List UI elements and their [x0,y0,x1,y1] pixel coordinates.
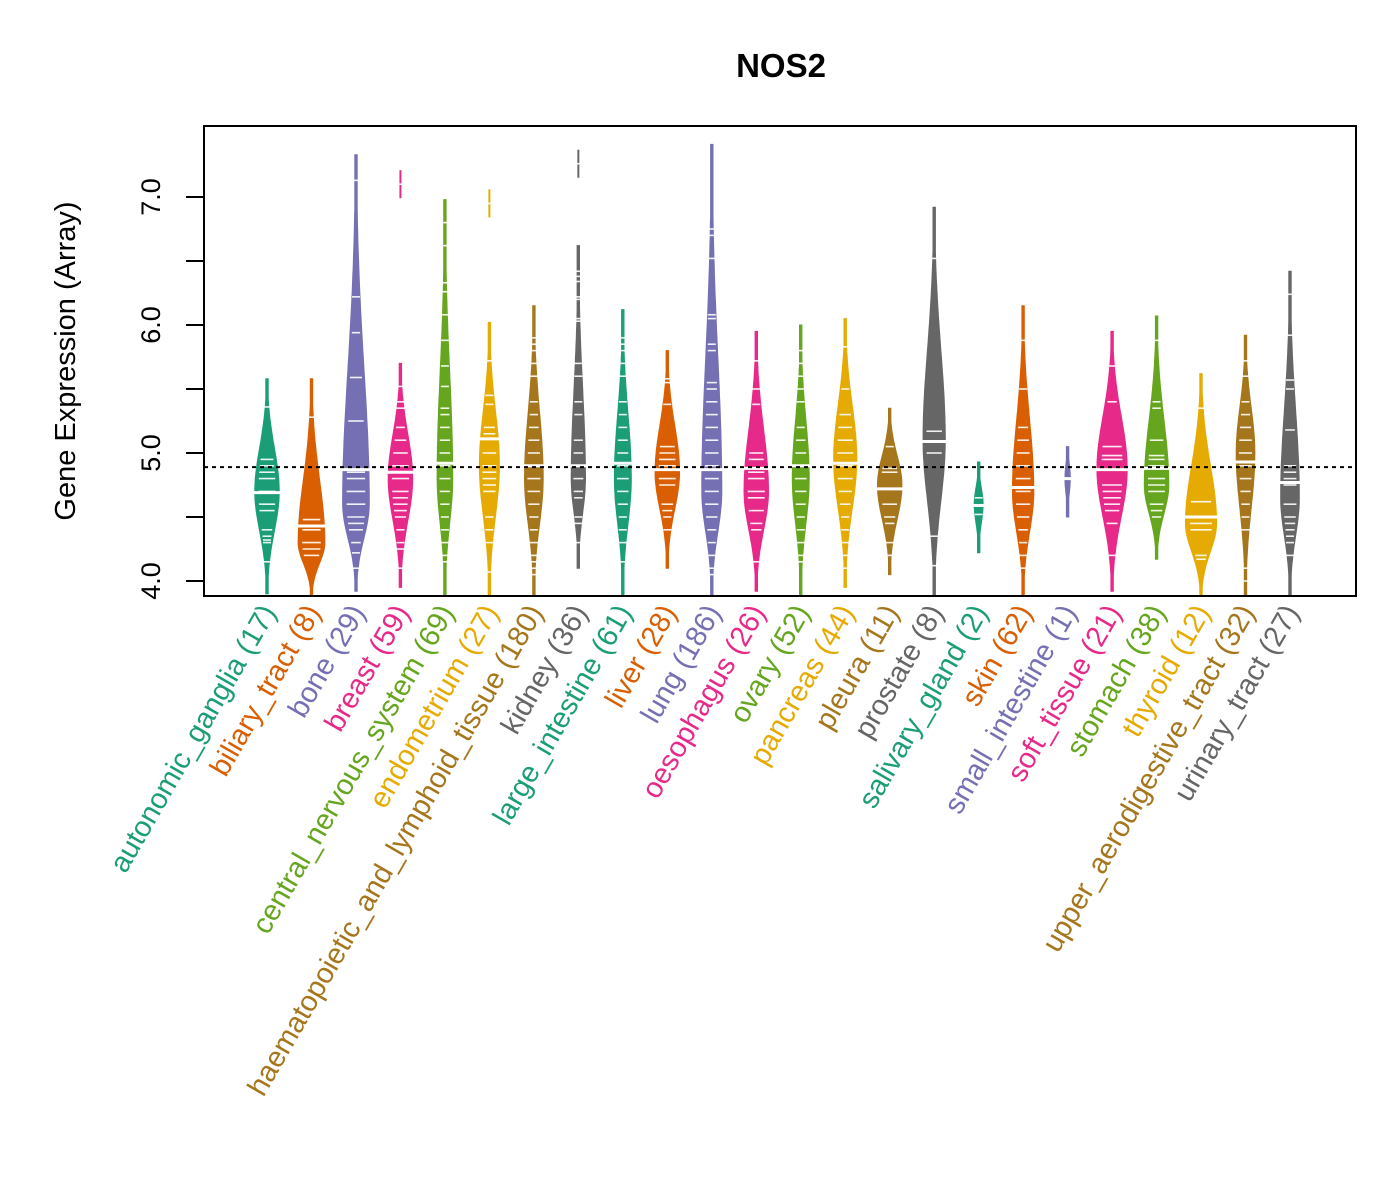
y-axis-label: Gene Expression (Array) [50,201,82,520]
violin-prostate [921,206,948,596]
violin-salivary-gland [972,461,986,554]
y-axis: 4.0 5.0 6.0 7.0 [136,178,204,600]
plot-area [204,142,1356,596]
violin-skin [1010,305,1036,596]
violin-soft-tissue [1094,330,1130,592]
violin-oesophagus [742,330,770,592]
violin-urinary-tract [1278,270,1302,596]
y-tick-label: 7.0 [136,178,166,216]
violin-autonomic-ganglia [252,378,282,595]
y-tick-label: 5.0 [136,434,166,472]
violin-lung [699,142,724,596]
y-tick-label: 6.0 [136,306,166,344]
violin-bone [341,154,371,592]
violin-pleura [875,407,904,576]
violin-kidney [569,149,588,569]
violin-upper-aerodigestive-tract [1234,334,1257,596]
violin-thyroid [1183,373,1219,596]
violin-small-intestine [1061,446,1074,518]
violin-biliary-tract [296,378,327,596]
violin-central-nervous-system [435,199,455,596]
violin-pancreas [831,318,859,588]
y-tick-label: 4.0 [136,562,166,600]
violins [204,142,1356,596]
chart-title: NOS2 [736,47,826,84]
violin-haematopoietic-and-lymphoid-tissue [522,305,546,596]
plot-frame [203,125,1357,597]
violin-liver [653,350,682,569]
x-axis-labels: autonomic_ganglia (17)biliary_tract (8)b… [104,599,1306,1101]
violin-ovary [790,324,811,596]
violin-large-intestine [612,309,634,596]
violin-breast [386,170,415,588]
violin-stomach [1142,315,1171,560]
violin-endometrium [478,189,501,596]
